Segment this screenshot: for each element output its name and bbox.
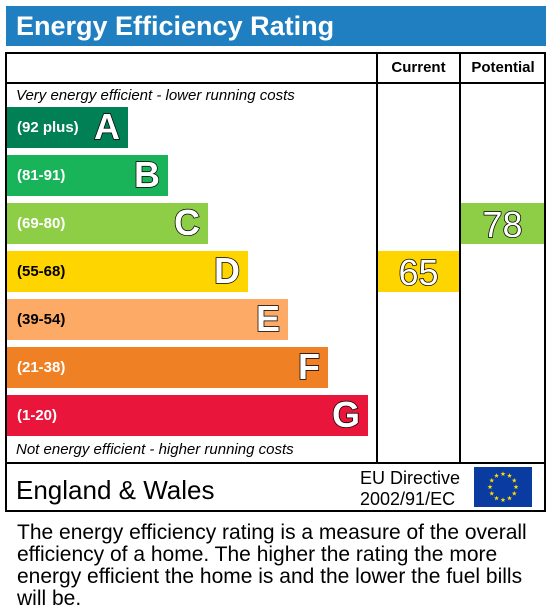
band-letter: A <box>93 105 121 148</box>
band-a: (92 plus) A <box>7 105 128 148</box>
header-divider <box>5 82 546 84</box>
band-range-label: (21-38) <box>17 359 66 376</box>
band-letter: F <box>297 345 321 388</box>
eu-flag-icon <box>474 467 532 507</box>
band-e: (39-54) E <box>7 297 288 340</box>
current-column-divider <box>376 52 378 463</box>
band-c: (69-80) C <box>7 201 208 244</box>
band-letter: C <box>173 201 201 244</box>
potential-rating: 78 <box>461 203 544 246</box>
region-label: England & Wales <box>16 475 215 505</box>
footer-divider <box>5 462 546 464</box>
current-column-header: Current <box>391 59 446 76</box>
band-range-label: (81-91) <box>17 167 66 184</box>
eu-directive: EU Directive 2002/91/EC <box>360 468 460 510</box>
band-range-label: (1-20) <box>17 407 58 424</box>
page-title: Energy Efficiency Rating <box>6 6 546 46</box>
rating-table <box>5 52 546 512</box>
directive-line-2: 2002/91/EC <box>360 489 456 509</box>
band-g: (1-20) G <box>7 393 368 436</box>
band-range-label: (92 plus) <box>17 119 79 136</box>
band-letter: D <box>213 249 241 292</box>
band-range-label: (55-68) <box>17 263 66 280</box>
bottom-note: Not energy efficient - higher running co… <box>16 441 294 458</box>
band-b: (81-91) B <box>7 153 168 196</box>
potential-column-divider <box>459 52 461 463</box>
band-letter: G <box>331 393 361 436</box>
directive-line-1: EU Directive <box>360 468 461 488</box>
description-text: The energy efficiency rating is a measur… <box>17 521 527 610</box>
band-range-label: (69-80) <box>17 215 66 232</box>
top-note: Very energy efficient - lower running co… <box>16 87 295 104</box>
potential-column-header: Potential <box>471 59 535 76</box>
band-range-label: (39-54) <box>17 311 66 328</box>
current-rating: 65 <box>378 251 459 294</box>
band-f: (21-38) F <box>7 345 328 388</box>
band-d: (55-68) D <box>7 249 248 292</box>
band-letter: B <box>133 153 161 196</box>
band-letter: E <box>255 297 281 340</box>
